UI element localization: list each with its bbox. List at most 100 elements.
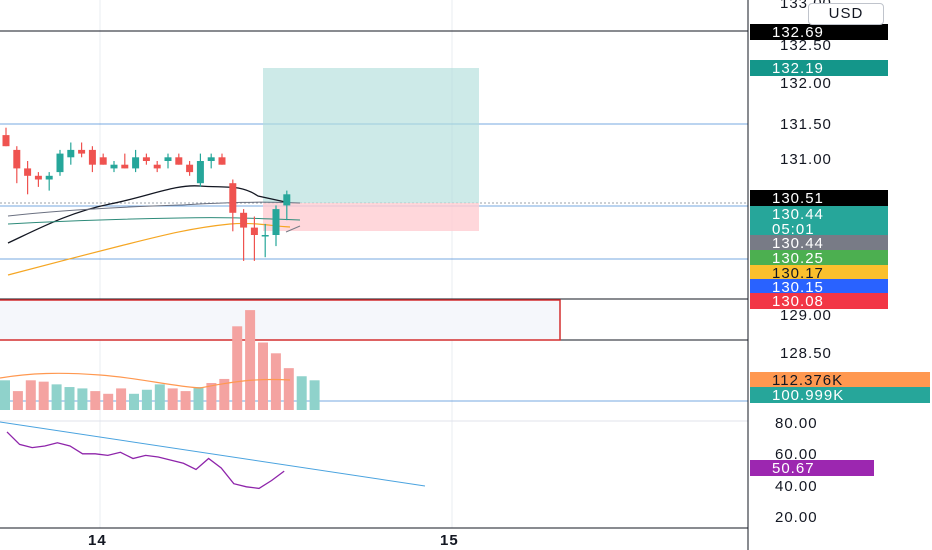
price-tag: 130.25 (750, 250, 888, 267)
candles (2, 127, 291, 261)
volume-bar (12, 391, 23, 410)
target-zone (263, 68, 479, 203)
oscillator-tag: 50.67 (750, 460, 874, 477)
ma-gray-short (285, 225, 301, 233)
candle-body (261, 235, 269, 237)
volume-ma (0, 372, 291, 389)
price-tick: 131.00 (780, 151, 832, 168)
volume-bar (141, 389, 152, 410)
volume-tag: 100.999K (750, 387, 930, 404)
osc-tick: 20.00 (775, 509, 818, 526)
price-tag: 130.08 (750, 293, 888, 310)
price-tags[interactable]: 132.69132.19130.51130.4405:01130.44130.2… (750, 24, 930, 477)
candle-body (196, 161, 204, 184)
volume-bar (0, 380, 10, 410)
candle-body (283, 194, 291, 206)
svg-text:130.51: 130.51 (772, 190, 824, 207)
volume-bar (51, 384, 62, 410)
svg-text:130.44: 130.44 (772, 235, 824, 252)
volume-bar (116, 388, 127, 410)
volume-bar (38, 381, 49, 410)
currency-selector[interactable]: USD (808, 3, 884, 25)
ma-teal (7, 217, 301, 225)
volume-bars (0, 310, 320, 410)
price-tag: 132.69 (750, 24, 888, 41)
price-tag: 130.44 (750, 206, 888, 223)
volume-bar (232, 326, 243, 410)
volume-bar (64, 387, 75, 410)
candle-body (2, 135, 10, 147)
osc-tick: 80.00 (775, 415, 818, 432)
candle-body (240, 212, 248, 228)
candle-body (78, 149, 86, 154)
volume-bar (154, 384, 165, 410)
candle-body (142, 157, 150, 161)
svg-text:130.08: 130.08 (772, 293, 824, 310)
svg-text:130.15: 130.15 (772, 279, 824, 296)
candle-body (34, 175, 42, 180)
candle-body (24, 168, 32, 176)
candle-body (132, 157, 140, 169)
candle-body (67, 149, 75, 158)
time-tick: 15 (440, 532, 459, 549)
price-tag: 05:01 (750, 221, 888, 238)
svg-text:132.69: 132.69 (772, 24, 824, 41)
volume-bar (283, 368, 294, 410)
candle-body (88, 149, 96, 165)
svg-text:130.17: 130.17 (772, 265, 824, 282)
ma-orange (7, 222, 291, 276)
volume-bar (296, 376, 307, 410)
volume-bar (309, 380, 320, 410)
volume-bar (245, 310, 256, 410)
candle-body (186, 164, 194, 173)
time-axis[interactable]: 14 15 (88, 532, 459, 549)
volume-tag: 112.376K (750, 372, 930, 389)
svg-text:100.999K: 100.999K (772, 387, 844, 404)
price-axis[interactable]: 133.00 132.50 132.00 131.50 131.00 129.0… (780, 0, 832, 362)
oscillator-axis[interactable]: 80.00 60.00 40.00 20.00 (775, 415, 818, 526)
volume-bar (180, 391, 191, 410)
candle-body (121, 164, 129, 169)
volume-bar (219, 378, 230, 410)
volume-bar (129, 393, 139, 410)
candle-body (175, 157, 183, 165)
osc-tick: 40.00 (775, 478, 818, 495)
price-tag: 130.44 (750, 235, 888, 252)
candle-body (207, 157, 215, 161)
candle-body (153, 164, 161, 169)
ma-black (7, 185, 291, 244)
candle-body (110, 164, 118, 169)
oscillator-trendline[interactable] (0, 421, 426, 487)
time-tick: 14 (88, 532, 107, 549)
candle-body (218, 157, 226, 165)
volume-bar (90, 391, 101, 410)
long-position-tool[interactable] (263, 68, 479, 231)
price-tick: 129.00 (780, 307, 832, 324)
stop-zone (263, 203, 479, 231)
price-tag: 132.19 (750, 60, 888, 77)
candle-body (45, 175, 53, 180)
supply-zone-rectangle[interactable] (0, 299, 561, 341)
price-tick: 131.50 (780, 116, 832, 133)
osc-tick: 60.00 (775, 446, 818, 463)
candle-body (272, 209, 280, 235)
svg-text:132.19: 132.19 (772, 60, 824, 77)
volume-bar (258, 342, 268, 410)
volume-bar (270, 353, 281, 410)
candle-body (250, 227, 258, 235)
price-tick: 132.00 (780, 75, 832, 92)
oscillator-line (6, 431, 285, 490)
candle-body (229, 183, 237, 213)
volume-bar (103, 393, 114, 410)
svg-text:130.44: 130.44 (772, 206, 824, 223)
svg-text:05:01: 05:01 (772, 221, 815, 238)
candle-body (56, 153, 64, 173)
price-tick: 132.50 (780, 37, 832, 54)
volume-bar (77, 388, 88, 410)
svg-text:112.376K: 112.376K (772, 372, 843, 389)
volume-bar (206, 383, 217, 410)
svg-text:50.67: 50.67 (772, 460, 815, 477)
ma-gray (7, 201, 301, 217)
volume-bar (25, 380, 36, 410)
